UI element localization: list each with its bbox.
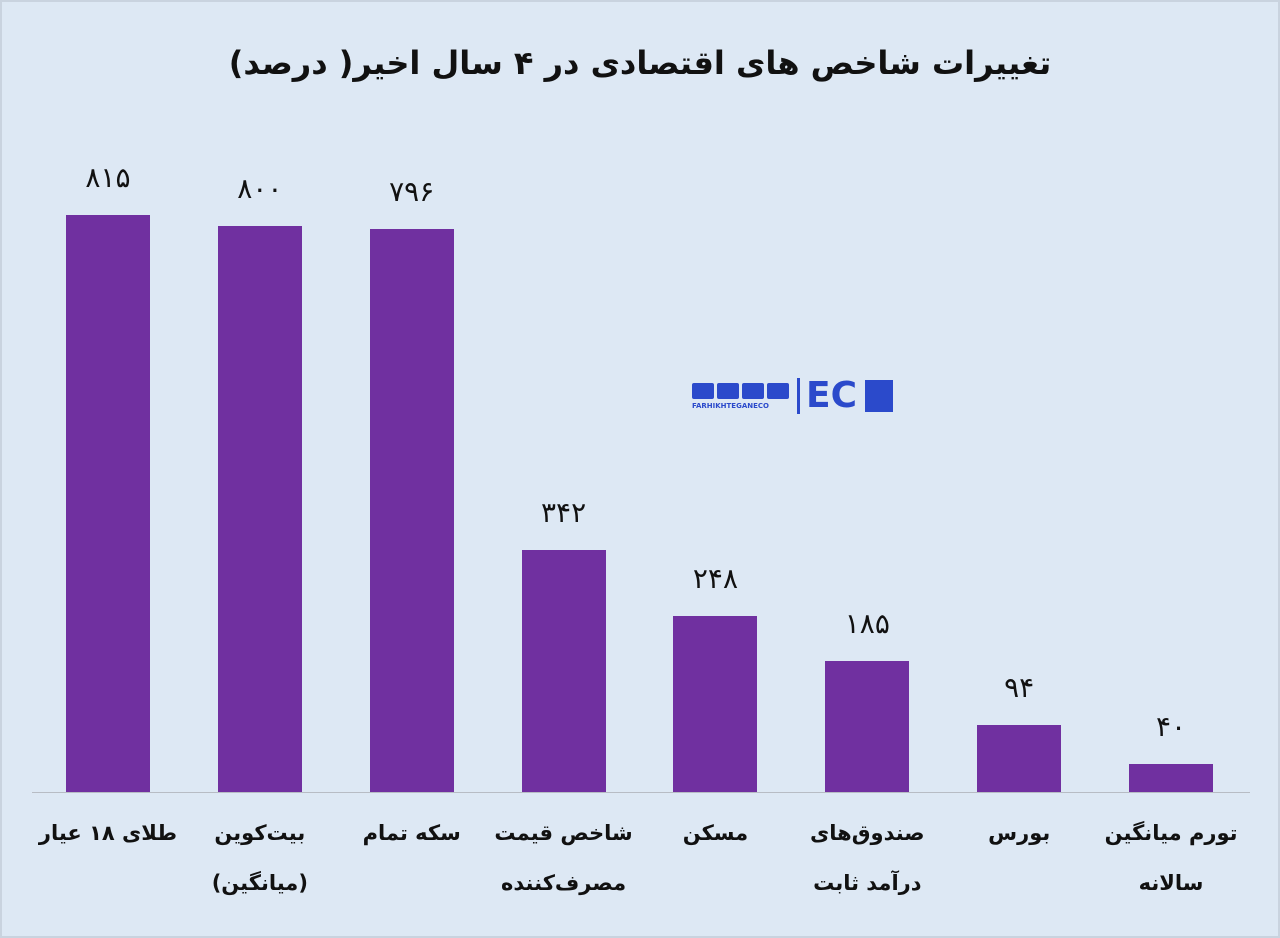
value-label: ۹۴ (1004, 671, 1035, 705)
bar (217, 225, 302, 792)
x-tick-label: شاخص قیمت مصرف‌کننده (494, 821, 633, 895)
watermark-handle: FARHIKHTEGANECO (692, 401, 769, 410)
bar (521, 549, 606, 792)
value-label: ۸۰۰ (237, 171, 283, 205)
value-label: ۴۰ (1156, 709, 1187, 743)
bar (65, 215, 150, 792)
bar (1129, 763, 1214, 792)
value-label: ۱۸۵ (844, 607, 890, 641)
value-label: ۳۴۲ (541, 495, 587, 529)
baseline (32, 792, 1250, 793)
bar (673, 616, 758, 792)
x-tick-label: بیت‌کوین (میانگین) (211, 821, 308, 895)
watermark-box (865, 380, 894, 412)
watermark-brand: EC (797, 378, 857, 414)
x-tick-label: صندوق‌های درآمد ثابت (810, 821, 925, 895)
x-tick-label: مسکن (682, 821, 749, 845)
bar (369, 228, 454, 792)
watermark: FARHIKHTEGANECO EC (692, 378, 894, 414)
x-tick-label: بورس (988, 821, 1051, 845)
bar (825, 661, 910, 792)
social-icons (692, 382, 789, 399)
x-tick-label: تورم میانگین سالانه (1104, 821, 1238, 895)
value-label: ۸۱۵ (85, 161, 131, 195)
value-label: ۲۴۸ (692, 562, 738, 596)
watermark-left: FARHIKHTEGANECO (692, 382, 789, 410)
value-label: ۷۹۶ (389, 174, 435, 208)
bar (977, 725, 1062, 792)
x-tick-label: طلای ۱۸ عیار (38, 821, 177, 845)
chart-title: تغییرات شاخص های اقتصادی در ۴ سال اخیر( … (228, 44, 1052, 82)
x-tick-label: سکه تمام (362, 821, 461, 845)
